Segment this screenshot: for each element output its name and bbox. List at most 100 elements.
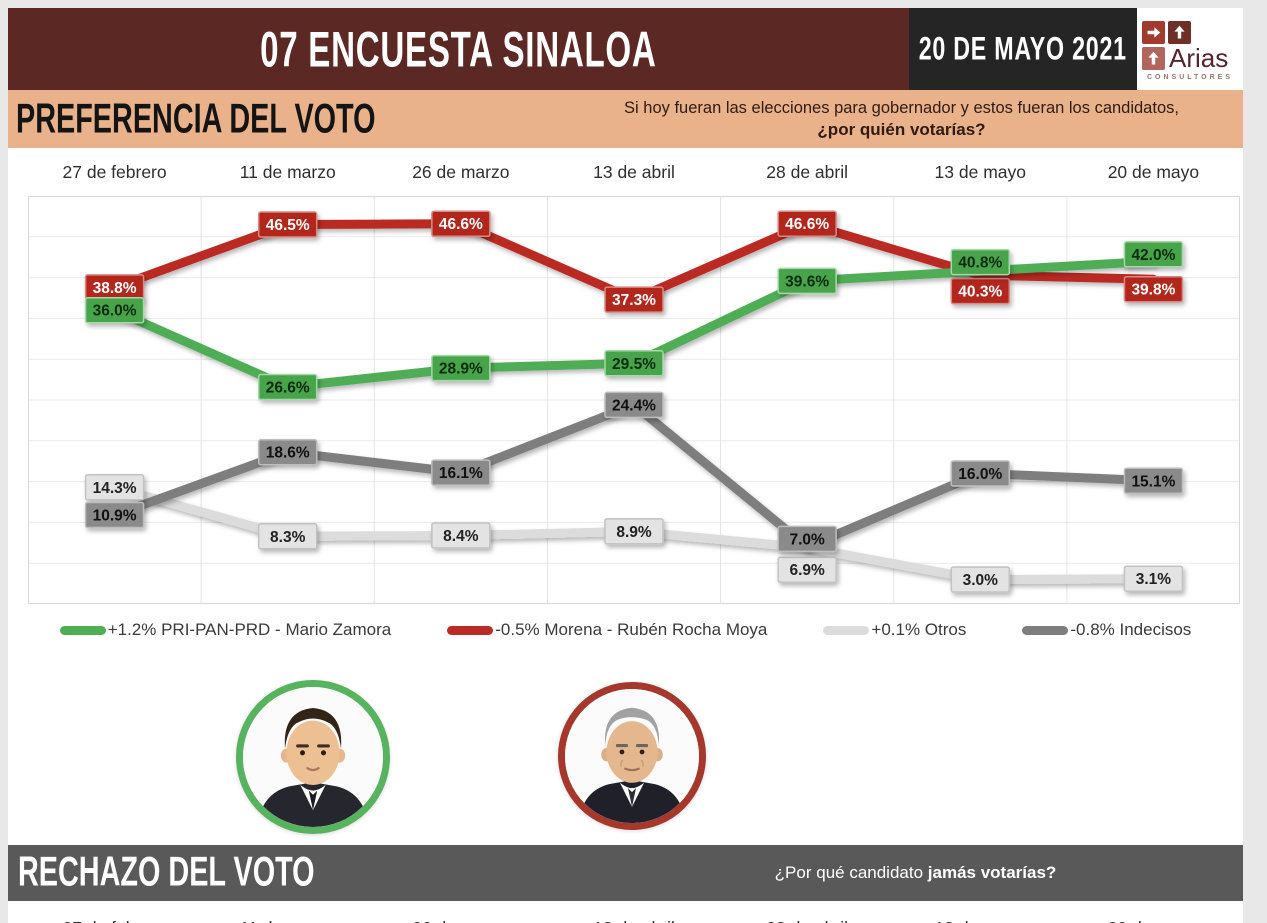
- date-label: 28 de abril: [766, 162, 848, 182]
- data-label: 46.5%: [257, 211, 318, 238]
- svg-text:38.8%: 38.8%: [93, 280, 137, 297]
- date-label: 20 de mayo: [1107, 162, 1200, 182]
- svg-text:46.5%: 46.5%: [266, 217, 310, 234]
- rechazo-band: RECHAZO DEL VOTO ¿Por qué candidato jamá…: [8, 845, 1243, 901]
- data-label: 29.5%: [604, 350, 664, 377]
- legend-item-morena-rub-n-rocha-moya: -0.5% Morena - Rubén Rocha Moya: [447, 620, 767, 640]
- data-label: 3.0%: [950, 566, 1011, 593]
- data-label: 36.0%: [84, 296, 145, 324]
- date-label: 26 de marzo: [374, 915, 547, 923]
- rechazo-question-prefix: ¿Por qué candidato: [774, 863, 924, 882]
- data-label: 16.0%: [950, 460, 1011, 487]
- preferencia-line-chart: 14.3% 8.3% 8.4% 8.9% 6.9% 3.0% 3.1% 10.9% 18.6% 1…: [28, 196, 1240, 604]
- date-label: 27 de febrero: [62, 162, 167, 182]
- legend-item-indecisos: -0.8% Indecisos: [1022, 620, 1191, 640]
- date-label: 28 de abril: [721, 915, 894, 923]
- title-banner: 07 ENCUESTA SINALOA: [8, 8, 909, 90]
- line-chart-svg: 14.3% 8.3% 8.4% 8.9% 6.9% 3.0% 3.1% 10.9% 18.6% 1…: [28, 196, 1240, 604]
- arrow-right-icon: [1142, 21, 1165, 44]
- svg-text:10.9%: 10.9%: [93, 508, 137, 525]
- data-label: 39.8%: [1123, 275, 1184, 303]
- svg-text:36.0%: 36.0%: [93, 303, 137, 320]
- data-label: 46.6%: [777, 210, 837, 237]
- section-title-rechazo: RECHAZO DEL VOTO: [18, 848, 315, 896]
- svg-text:40.8%: 40.8%: [958, 255, 1002, 272]
- svg-text:39.6%: 39.6%: [785, 273, 829, 290]
- page-content: 07 ENCUESTA SINALOA 20 DE MAYO 2021 Aria…: [8, 8, 1243, 923]
- data-label: 8.9%: [604, 518, 664, 545]
- legend-swatch: [823, 625, 870, 635]
- data-label: 42.0%: [1123, 241, 1184, 268]
- svg-text:40.3%: 40.3%: [958, 284, 1002, 301]
- legend-label: +0.1% Otros: [871, 620, 967, 639]
- question-line2: ¿por quién votarías?: [817, 120, 986, 139]
- data-label: 28.9%: [431, 354, 491, 382]
- legend-label: -0.5% Morena - Rubén Rocha Moya: [495, 620, 768, 639]
- legend-swatch: [59, 625, 106, 635]
- rechazo-question-bold: jamás votarías?: [927, 863, 1057, 882]
- svg-text:24.4%: 24.4%: [612, 397, 656, 414]
- date-label: 26 de marzo: [412, 162, 510, 182]
- chart-date-axis: 27 de febrero 11 de marzo 26 de marzo 13 de…: [28, 159, 1240, 189]
- data-label: 8.3%: [257, 523, 318, 550]
- svg-text:8.3%: 8.3%: [270, 529, 306, 546]
- data-label: 16.1%: [431, 459, 491, 486]
- date-label: 13 de mayo: [894, 915, 1067, 923]
- page-title: 07 ENCUESTA SINALOA: [260, 20, 657, 78]
- date-label: 13 de abril: [547, 915, 720, 923]
- svg-text:8.4%: 8.4%: [443, 528, 479, 545]
- preferencia-question: Si hoy fueran las elecciones para gobern…: [568, 97, 1235, 141]
- svg-text:8.9%: 8.9%: [616, 524, 652, 541]
- date-badge-text: 20 DE MAYO 2021: [918, 30, 1128, 67]
- arias-logo: Arias CONSULTORES: [1137, 8, 1243, 90]
- candidate-photo-ruben-rocha: [558, 682, 706, 830]
- legend-swatch: [1022, 625, 1069, 635]
- candidate-photo-mario-zamora: [236, 680, 390, 834]
- logo-subtitle: CONSULTORES: [1146, 74, 1234, 81]
- legend-item-otros: +0.1% Otros: [823, 620, 966, 640]
- svg-text:6.9%: 6.9%: [789, 562, 825, 579]
- svg-text:39.8%: 39.8%: [1131, 282, 1175, 299]
- arrow-up-icon: [1168, 21, 1191, 44]
- svg-text:46.6%: 46.6%: [785, 216, 829, 233]
- data-label: 39.6%: [777, 267, 837, 295]
- legend-label: +1.2% PRI-PAN-PRD - Mario Zamora: [107, 620, 392, 639]
- data-label: 40.3%: [950, 277, 1011, 305]
- data-label: 14.3%: [84, 474, 145, 501]
- preferencia-band: PREFERENCIA DEL VOTO Si hoy fueran las e…: [8, 90, 1243, 148]
- svg-text:46.6%: 46.6%: [439, 216, 483, 233]
- date-label: 11 de marzo: [201, 915, 374, 923]
- data-label: 26.6%: [257, 373, 318, 401]
- data-label: 3.1%: [1123, 565, 1184, 592]
- svg-text:26.6%: 26.6%: [266, 379, 310, 396]
- svg-text:16.0%: 16.0%: [958, 466, 1002, 483]
- legend-item-pri-pan-prd-mario-zamora: +1.2% PRI-PAN-PRD - Mario Zamora: [59, 620, 392, 640]
- data-label: 46.6%: [431, 210, 491, 237]
- svg-text:18.6%: 18.6%: [266, 445, 310, 462]
- date-label: 13 de abril: [593, 162, 675, 182]
- plot-border: [28, 196, 1240, 604]
- svg-text:16.1%: 16.1%: [439, 465, 483, 482]
- data-label: 6.9%: [777, 556, 837, 583]
- svg-text:7.0%: 7.0%: [789, 531, 825, 548]
- chart-legend: +1.2% PRI-PAN-PRD - Mario Zamora -0.5% Mo…: [8, 620, 1243, 640]
- svg-text:29.5%: 29.5%: [612, 356, 656, 373]
- svg-text:28.9%: 28.9%: [439, 361, 483, 378]
- data-label: 40.8%: [950, 248, 1011, 276]
- data-label: 10.9%: [84, 501, 145, 529]
- svg-text:14.3%: 14.3%: [93, 480, 137, 497]
- svg-text:15.1%: 15.1%: [1131, 473, 1175, 490]
- arrow-up-light-icon: [1142, 47, 1165, 70]
- data-label: 18.6%: [257, 438, 318, 466]
- date-label: 13 de mayo: [934, 162, 1026, 182]
- svg-text:37.3%: 37.3%: [612, 292, 656, 309]
- legend-label: -0.8% Indecisos: [1070, 620, 1192, 639]
- date-badge: 20 DE MAYO 2021: [909, 8, 1137, 90]
- data-label: 24.4%: [604, 391, 664, 419]
- data-label: 37.3%: [604, 286, 664, 313]
- legend-swatch: [447, 625, 494, 635]
- date-label: 11 de marzo: [239, 162, 336, 182]
- data-label: 15.1%: [1123, 467, 1184, 495]
- date-label: 20 de mayo: [1067, 915, 1240, 923]
